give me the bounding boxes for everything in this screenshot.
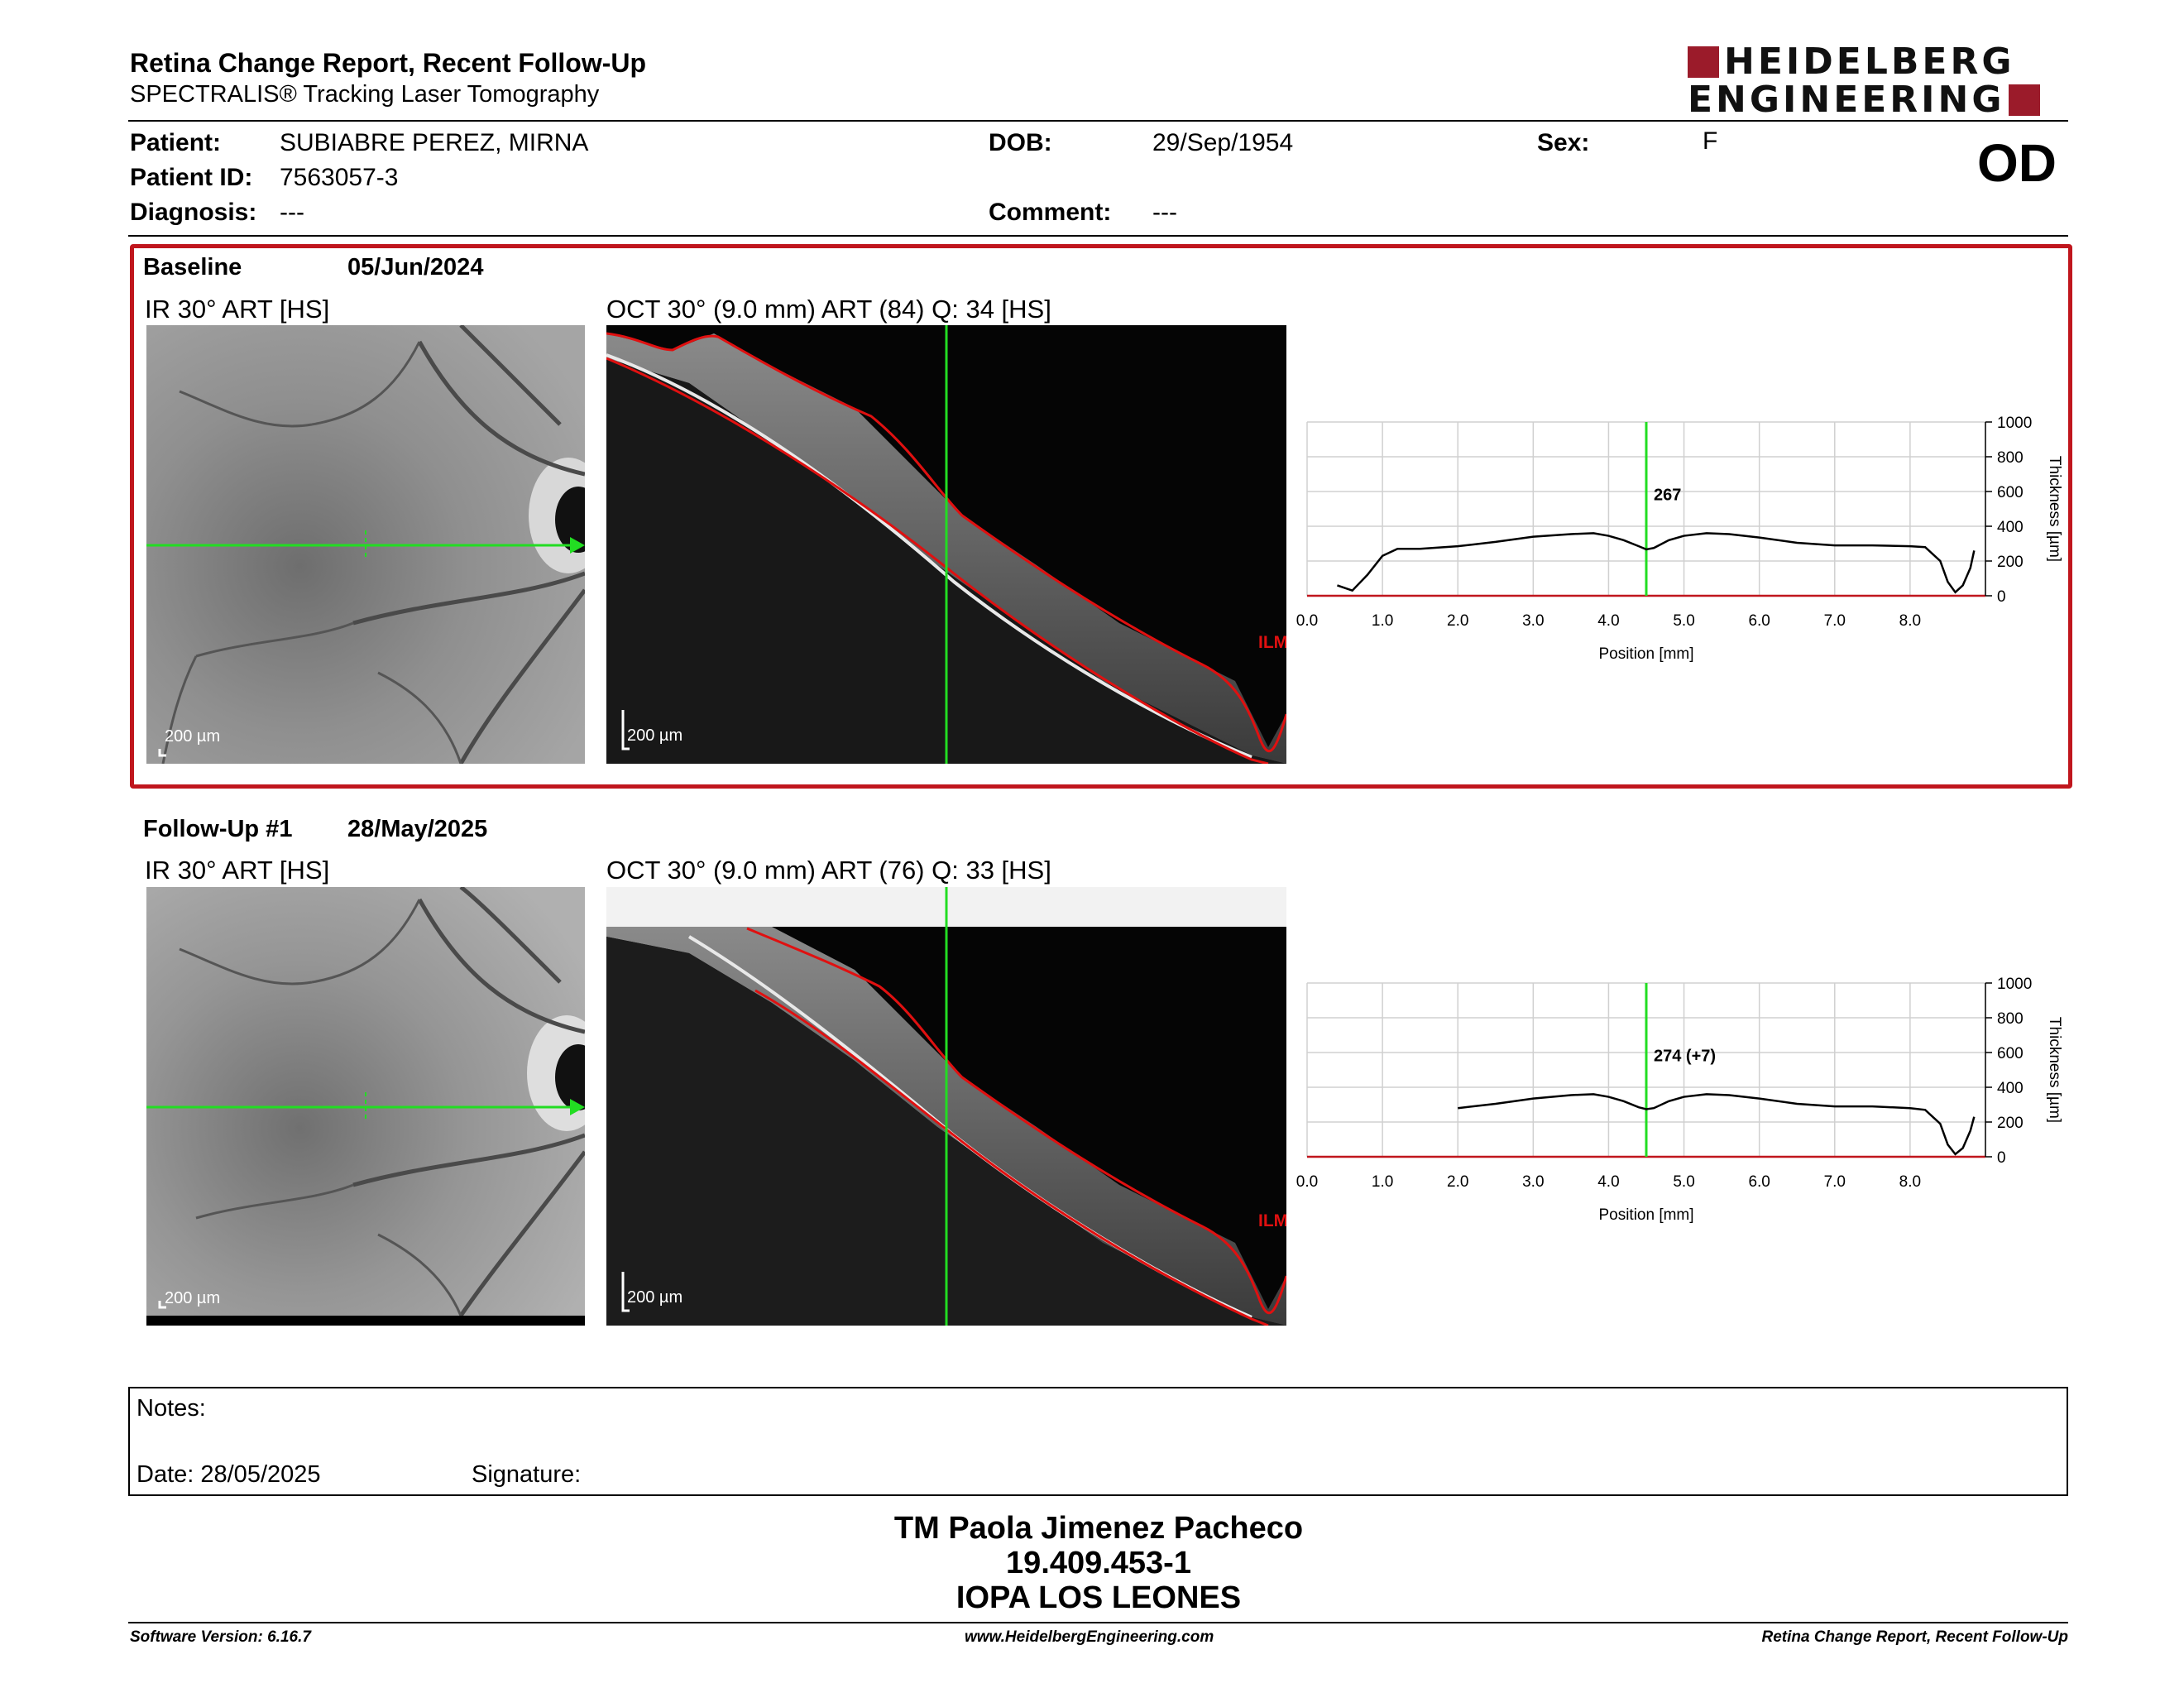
y-tick-label: 600 [1997, 484, 2024, 501]
notes-label: Notes: [136, 1395, 206, 1422]
comment-value: --- [1152, 199, 1177, 226]
y-tick-label: 400 [1997, 519, 2024, 536]
baseline-section-frame [130, 244, 2072, 789]
baseline-oct-scale: 200 µm [627, 727, 683, 745]
baseline-ir-fundus [146, 325, 585, 764]
sex-value: F [1703, 127, 1718, 155]
notes-box[interactable]: Notes: Date: 28/05/2025 Signature: [128, 1387, 2068, 1496]
y-tick-label: 800 [1997, 449, 2024, 467]
followup-ir-fundus [146, 887, 585, 1326]
followup-oct-label: OCT 30° (9.0 mm) ART (76) Q: 33 [HS] [606, 856, 1051, 885]
x-tick-label: 4.0 [1597, 612, 1619, 630]
website-link[interactable]: www.HeidelbergEngineering.com [965, 1628, 1214, 1646]
comment-label: Comment: [989, 199, 1112, 226]
logo-square-icon [1688, 46, 1719, 78]
x-tick-label: 3.0 [1522, 1173, 1544, 1191]
followup-ir-image: 200 µm [146, 887, 585, 1326]
y-tick-label: 0 [1997, 1149, 2006, 1167]
followup-oct-scale: 200 µm [627, 1288, 683, 1307]
software-version: Software Version: 6.16.7 [130, 1628, 311, 1646]
followup-date: 28/May/2025 [347, 816, 488, 842]
report-subtitle: SPECTRALIS® Tracking Laser Tomography [130, 81, 600, 108]
sex-label: Sex: [1537, 129, 1590, 156]
followup-oct-image: ILM 200 µm [606, 887, 1286, 1326]
x-tick-label: 6.0 [1748, 1173, 1770, 1191]
thickness-series-line [1458, 1093, 1976, 1156]
patient-id-label: Patient ID: [130, 164, 253, 191]
x-axis-label: Position [mm] [1598, 1206, 1693, 1224]
thickness-series-line [1337, 532, 1976, 594]
logo-line1: HEIDELBERG [1724, 41, 2015, 83]
x-tick-label: 2.0 [1447, 612, 1468, 630]
x-tick-label: 0.0 [1296, 612, 1318, 630]
patient-name: SUBIABRE PEREZ, MIRNA [280, 129, 589, 156]
baseline-date: 05/Jun/2024 [347, 254, 484, 281]
y-axis-label: Thickness [µm] [2046, 456, 2063, 562]
baseline-ir-label: IR 30° ART [HS] [145, 295, 330, 324]
dob-value: 29/Sep/1954 [1152, 129, 1294, 156]
notes-signature-label: Signature: [472, 1461, 582, 1488]
diagnosis-label: Diagnosis: [130, 199, 257, 226]
logo-square-icon [2008, 84, 2040, 116]
y-axis-label: Thickness [µm] [2046, 1017, 2063, 1123]
followup-ir-label: IR 30° ART [HS] [145, 856, 330, 885]
header-divider [128, 120, 2068, 122]
signer-id: 19.409.453-1 [1006, 1546, 1191, 1580]
y-tick-label: 1000 [1997, 976, 2032, 993]
followup-oct-scan [606, 887, 1286, 1326]
x-tick-label: 5.0 [1673, 612, 1694, 630]
y-tick-label: 200 [1997, 1115, 2024, 1132]
y-tick-label: 200 [1997, 554, 2024, 571]
baseline-oct-label: OCT 30° (9.0 mm) ART (84) Q: 34 [HS] [606, 295, 1051, 324]
signer-name: TM Paola Jimenez Pacheco [893, 1511, 1304, 1546]
x-tick-label: 6.0 [1748, 612, 1770, 630]
cursor-value-label: 267 [1654, 487, 1681, 505]
baseline-oct-scan [606, 325, 1286, 764]
x-tick-label: 4.0 [1597, 1173, 1619, 1191]
footer-divider [128, 1622, 2068, 1623]
x-tick-label: 8.0 [1899, 612, 1921, 630]
footer-report-name: Retina Change Report, Recent Follow-Up [1761, 1628, 2068, 1646]
patient-divider [128, 235, 2068, 237]
diagnosis-value: --- [280, 199, 304, 226]
x-tick-label: 3.0 [1522, 612, 1544, 630]
followup-ir-scale: 200 µm [165, 1289, 221, 1307]
signer-institution: IOPA LOS LEONES [956, 1580, 1242, 1615]
patient-label: Patient: [130, 129, 222, 156]
eye-indicator: OD [1977, 133, 2057, 193]
x-axis-label: Position [mm] [1598, 645, 1693, 663]
baseline-ilm-label: ILM [1258, 633, 1286, 652]
x-tick-label: 5.0 [1673, 1173, 1694, 1191]
y-tick-label: 800 [1997, 1010, 2024, 1028]
report-title: Retina Change Report, Recent Follow-Up [130, 48, 647, 78]
followup-ilm-label: ILM [1258, 1211, 1286, 1230]
y-tick-label: 600 [1997, 1045, 2024, 1062]
x-tick-label: 1.0 [1372, 612, 1393, 630]
baseline-ir-image: 200 µm [146, 325, 585, 764]
x-tick-label: 7.0 [1824, 612, 1846, 630]
dob-label: DOB: [989, 129, 1052, 156]
followup-thickness-chart: 0.0 1.0 2.0 3.0 4.0 5.0 6.0 7.0 8.0 0 200 400 600 800… [1296, 976, 2063, 1224]
x-tick-label: 7.0 [1824, 1173, 1846, 1191]
heidelberg-logo: HEIDELBERG ENGINEERING [1688, 41, 2068, 121]
x-tick-label: 0.0 [1296, 1173, 1318, 1191]
y-tick-label: 1000 [1997, 415, 2032, 432]
patient-id: 7563057-3 [280, 164, 399, 191]
x-tick-label: 2.0 [1447, 1173, 1468, 1191]
baseline-oct-image: ILM 200 µm [606, 325, 1286, 764]
y-tick-label: 0 [1997, 588, 2006, 606]
logo-line2: ENGINEERING [1688, 79, 2005, 121]
y-tick-label: 400 [1997, 1080, 2024, 1097]
followup-label: Follow-Up #1 [143, 816, 293, 842]
baseline-ir-scale: 200 µm [165, 727, 221, 746]
x-tick-label: 8.0 [1899, 1173, 1921, 1191]
baseline-thickness-chart: 0.0 1.0 2.0 3.0 4.0 5.0 6.0 7.0 8.0 0 200 400 600 800… [1296, 415, 2063, 663]
notes-date: Date: 28/05/2025 [136, 1461, 321, 1488]
x-tick-label: 1.0 [1372, 1173, 1393, 1191]
cursor-value-label: 274 (+7) [1654, 1048, 1716, 1066]
baseline-label: Baseline [143, 254, 242, 281]
